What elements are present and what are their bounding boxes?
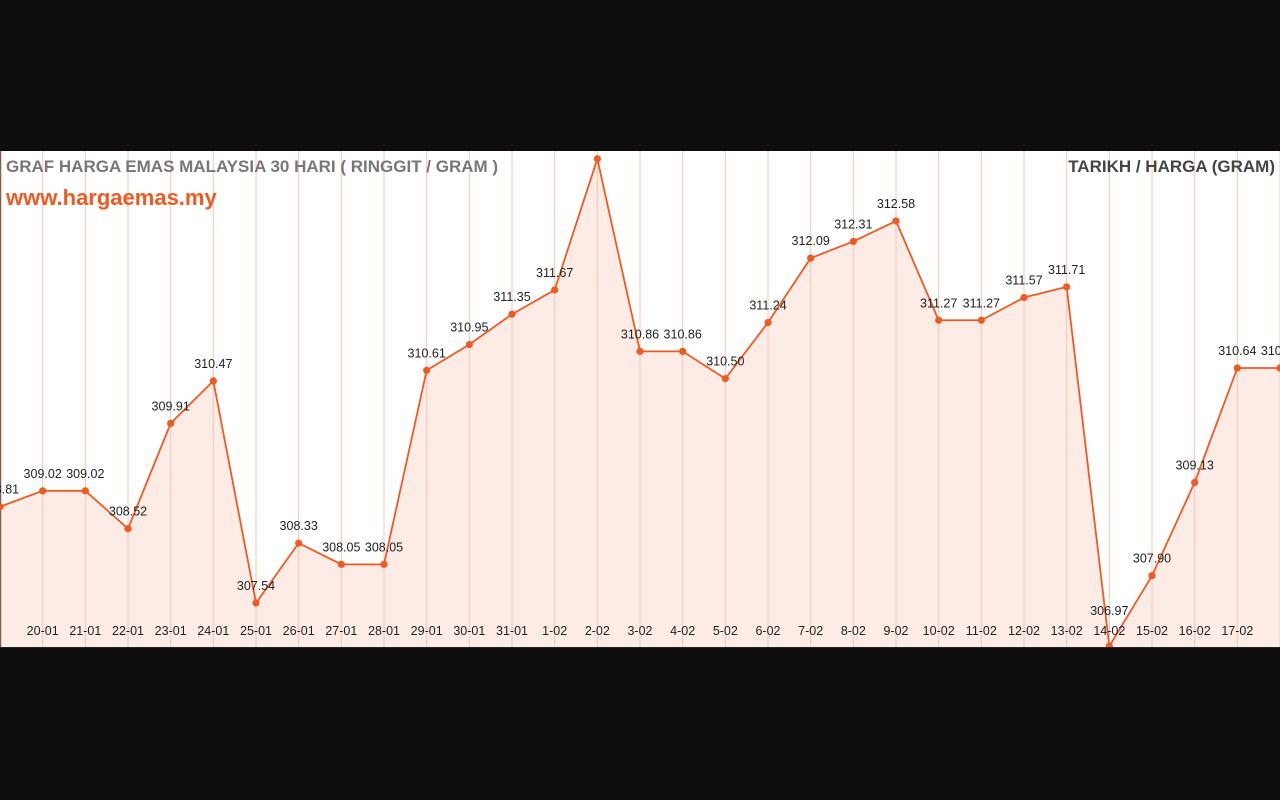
x-tick-label: 26-01 [283, 624, 315, 638]
x-tick-label: 21-01 [69, 624, 101, 638]
x-tick-label: 16-02 [1179, 624, 1211, 638]
data-label: 309.13 [1176, 458, 1214, 472]
data-point [1020, 293, 1028, 302]
data-label: 310.64 [1218, 344, 1256, 358]
data-label: 307.54 [237, 579, 275, 593]
data-label: 308.05 [365, 540, 403, 554]
data-label: 310.50 [706, 355, 744, 369]
x-tick-label: 10-02 [923, 624, 955, 638]
data-point [636, 347, 644, 355]
x-tick-label: 9-02 [883, 624, 908, 638]
gold-price-chart: 308.81 309.02 309.02 308.52 309.91 310.47 307.… [0, 151, 1280, 648]
data-point [892, 217, 900, 225]
data-label: 312.31 [834, 217, 872, 231]
x-tick-label: 6-02 [755, 624, 780, 638]
data-point [252, 599, 260, 607]
x-tick-label: 5-02 [713, 624, 738, 638]
data-label: 309.91 [152, 399, 190, 413]
data-label: 308.33 [280, 519, 318, 533]
x-tick-label: 22-01 [112, 624, 144, 638]
data-label: 306.97 [1090, 604, 1128, 618]
data-label: 310.64 [1261, 344, 1280, 358]
x-tick-label: 29-01 [411, 624, 443, 638]
data-point [977, 316, 985, 324]
x-tick-label: 31-01 [496, 624, 528, 638]
x-tick-label: 24-01 [197, 624, 229, 638]
x-tick-label: 11-02 [966, 624, 997, 638]
data-point [209, 377, 217, 385]
data-label: 311.27 [963, 296, 1000, 310]
data-point [39, 487, 47, 495]
data-point [1105, 642, 1113, 648]
data-label: 309.02 [24, 467, 62, 481]
data-point [0, 503, 4, 511]
data-label: 310.86 [664, 327, 702, 341]
data-label: 312.09 [792, 234, 830, 248]
x-tick-label: 8-02 [841, 624, 866, 638]
data-label: 310.61 [408, 346, 446, 360]
data-label: 308.81 [0, 483, 19, 497]
data-label: 311.57 [1005, 274, 1042, 288]
data-point [935, 316, 943, 324]
data-point [1276, 364, 1280, 372]
chart-title: GRAF HARGA EMAS MALAYSIA 30 HARI ( RINGG… [6, 157, 499, 176]
x-tick-label: 15-02 [1136, 624, 1168, 638]
data-point [679, 347, 687, 355]
x-tick-label: 28-01 [368, 624, 400, 638]
x-tick-label: 17-02 [1221, 624, 1253, 638]
data-label: 308.05 [322, 540, 360, 554]
data-point [764, 318, 772, 327]
x-tick-label: 2-02 [585, 624, 610, 638]
data-point [81, 487, 89, 495]
x-tick-label: 3-02 [627, 624, 652, 638]
data-label: 311.24 [749, 299, 786, 313]
data-point [1148, 572, 1156, 580]
x-tick-label: 13-02 [1051, 624, 1083, 638]
x-tick-label: 23-01 [155, 624, 187, 638]
data-label: 311.35 [493, 290, 530, 304]
data-point [849, 237, 857, 246]
chart-svg: 308.81 309.02 309.02 308.52 309.91 310.47 307.… [0, 151, 1280, 648]
data-label: 312.58 [877, 197, 915, 211]
data-point [167, 419, 175, 427]
data-point [380, 560, 388, 568]
data-point [551, 286, 559, 294]
data-point [1233, 364, 1241, 372]
data-point [593, 155, 601, 163]
data-label: 307.90 [1133, 552, 1171, 566]
data-label: 309.02 [66, 467, 104, 481]
data-label: 308.52 [109, 505, 147, 519]
data-label: 311.71 [1048, 263, 1085, 277]
data-point [124, 525, 132, 533]
data-label: 310.95 [450, 321, 488, 335]
x-tick-label: 30-01 [453, 624, 485, 638]
data-point [337, 560, 345, 568]
data-point [423, 366, 431, 374]
x-tick-label: 27-01 [325, 624, 357, 638]
data-label: 310.47 [194, 357, 232, 371]
x-tick-label: 1-02 [542, 624, 567, 638]
data-point [465, 340, 473, 349]
data-point [1191, 478, 1199, 487]
x-tick-label: 14-02 [1093, 624, 1125, 638]
data-point [295, 539, 303, 547]
data-point [721, 375, 729, 383]
x-tick-label: 4-02 [670, 624, 695, 638]
site-link[interactable]: www.hargaemas.my [6, 185, 217, 210]
data-label: 311.67 [536, 266, 573, 280]
x-tick-label: 7-02 [798, 624, 823, 638]
data-label: 310.86 [621, 327, 659, 341]
x-tick-label: 12-02 [1008, 624, 1040, 638]
data-point [1063, 283, 1071, 291]
legend-label: TARIKH / HARGA (GRAM) [1068, 157, 1275, 176]
x-tick-label: 20-01 [27, 624, 59, 638]
data-label: 311.27 [920, 296, 957, 310]
data-point [508, 310, 516, 318]
data-point [807, 254, 815, 262]
x-tick-label: 25-01 [240, 624, 272, 638]
